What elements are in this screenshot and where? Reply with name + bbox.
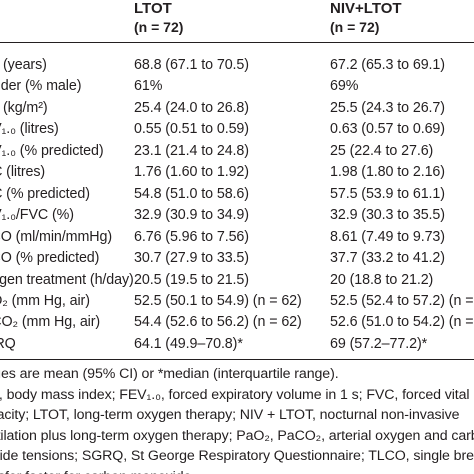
row-value-niv-ltot: 57.5 (53.9 to 61.1) [330,185,445,202]
row-label: Oxygen treatment (h/day) [0,271,134,288]
row-label: Age (years) [0,57,47,73]
column-n-niv-ltot: (n = 72) [330,19,380,35]
row-value-niv-ltot: 25.5 (24.3 to 26.7) [330,99,445,116]
footnote-line: dioxide tensions; SGRQ, St George Respir… [0,448,474,464]
row-value-niv-ltot: 0.63 (0.57 to 0.69) [330,121,445,138]
row-value-ltot: 23.1 (21.4 to 24.8) [134,142,249,159]
row-label: PaCO₂ (mm Hg, air) [0,314,101,331]
row-label: PaO₂ (mm Hg, air) [0,292,90,309]
column-header-ltot: LTOT [134,0,172,17]
footnote-line: Values are mean (95% CI) or *median (int… [0,366,339,382]
footnote-line: BMI, body mass index; FEV₁.₀, forced exp… [0,386,470,403]
row-value-ltot: 54.4 (52.6 to 56.2) (n = 62) [134,314,302,331]
footnote-line: ventilation plus long-term oxygen therap… [0,427,474,444]
row-value-niv-ltot: 1.98 (1.80 to 2.16) [330,164,445,181]
row-value-ltot: 30.7 (27.9 to 33.5) [134,250,249,267]
row-label: FEV₁.₀/FVC (%) [0,207,74,224]
table-bottom-rule [0,359,474,361]
row-value-ltot: 1.76 (1.60 to 1.92) [134,164,249,181]
row-label: FEV₁.₀ (% predicted) [0,142,104,159]
row-value-ltot: 32.9 (30.9 to 34.9) [134,207,249,224]
row-value-ltot: 64.1 (49.9–70.8)* [134,335,243,352]
row-value-ltot: 54.8 (51.0 to 58.6) [134,185,249,202]
row-value-niv-ltot: 37.7 (33.2 to 41.2) [330,250,445,267]
footnote-line: transfer factor for carbon monoxide. [0,469,195,474]
row-label: BMI (kg/m²) [0,99,48,116]
footnote-line: capacity; LTOT, long-term oxygen therapy… [0,407,460,423]
row-value-niv-ltot: 52.5 (52.4 to 57.2) (n = 62) [330,292,474,309]
column-header-niv-ltot: NIV+LTOT [330,0,402,17]
header-rule [0,42,474,43]
row-value-niv-ltot: 69% [330,78,359,95]
row-value-ltot: 52.5 (50.1 to 54.9) (n = 62) [134,292,302,309]
row-value-niv-ltot: 52.6 (51.0 to 54.2) (n = 62) [330,314,474,331]
row-value-niv-ltot: 20 (18.8 to 21.2) [330,271,434,288]
row-value-niv-ltot: 32.9 (30.3 to 35.5) [330,207,445,224]
row-value-niv-ltot: 8.61 (7.49 to 9.73) [330,228,445,245]
row-label: TLCO (ml/min/mmHg) [0,228,112,245]
row-label: TLCO (% predicted) [0,250,100,267]
row-value-ltot: 0.55 (0.51 to 0.59) [134,121,249,138]
row-value-ltot: 20.5 (19.5 to 21.5) [134,271,249,288]
row-value-niv-ltot: 69 (57.2–77.2)* [330,335,428,352]
row-label: FVC (litres) [0,164,46,181]
row-label: FVC (% predicted) [0,185,90,202]
row-label: FEV₁.₀ (litres) [0,121,59,138]
row-value-ltot: 61% [134,78,163,95]
row-label: Gender (% male) [0,78,82,95]
row-value-ltot: 6.76 (5.96 to 7.56) [134,228,249,245]
row-value-niv-ltot: 67.2 (65.3 to 69.1) [330,57,445,73]
row-value-niv-ltot: 25 (22.4 to 27.6) [330,142,434,159]
row-value-ltot: 25.4 (24.0 to 26.8) [134,99,249,116]
row-label: SGRQ [0,335,16,352]
column-n-ltot: (n = 72) [134,19,184,35]
row-value-ltot: 68.8 (67.1 to 70.5) [134,57,249,73]
